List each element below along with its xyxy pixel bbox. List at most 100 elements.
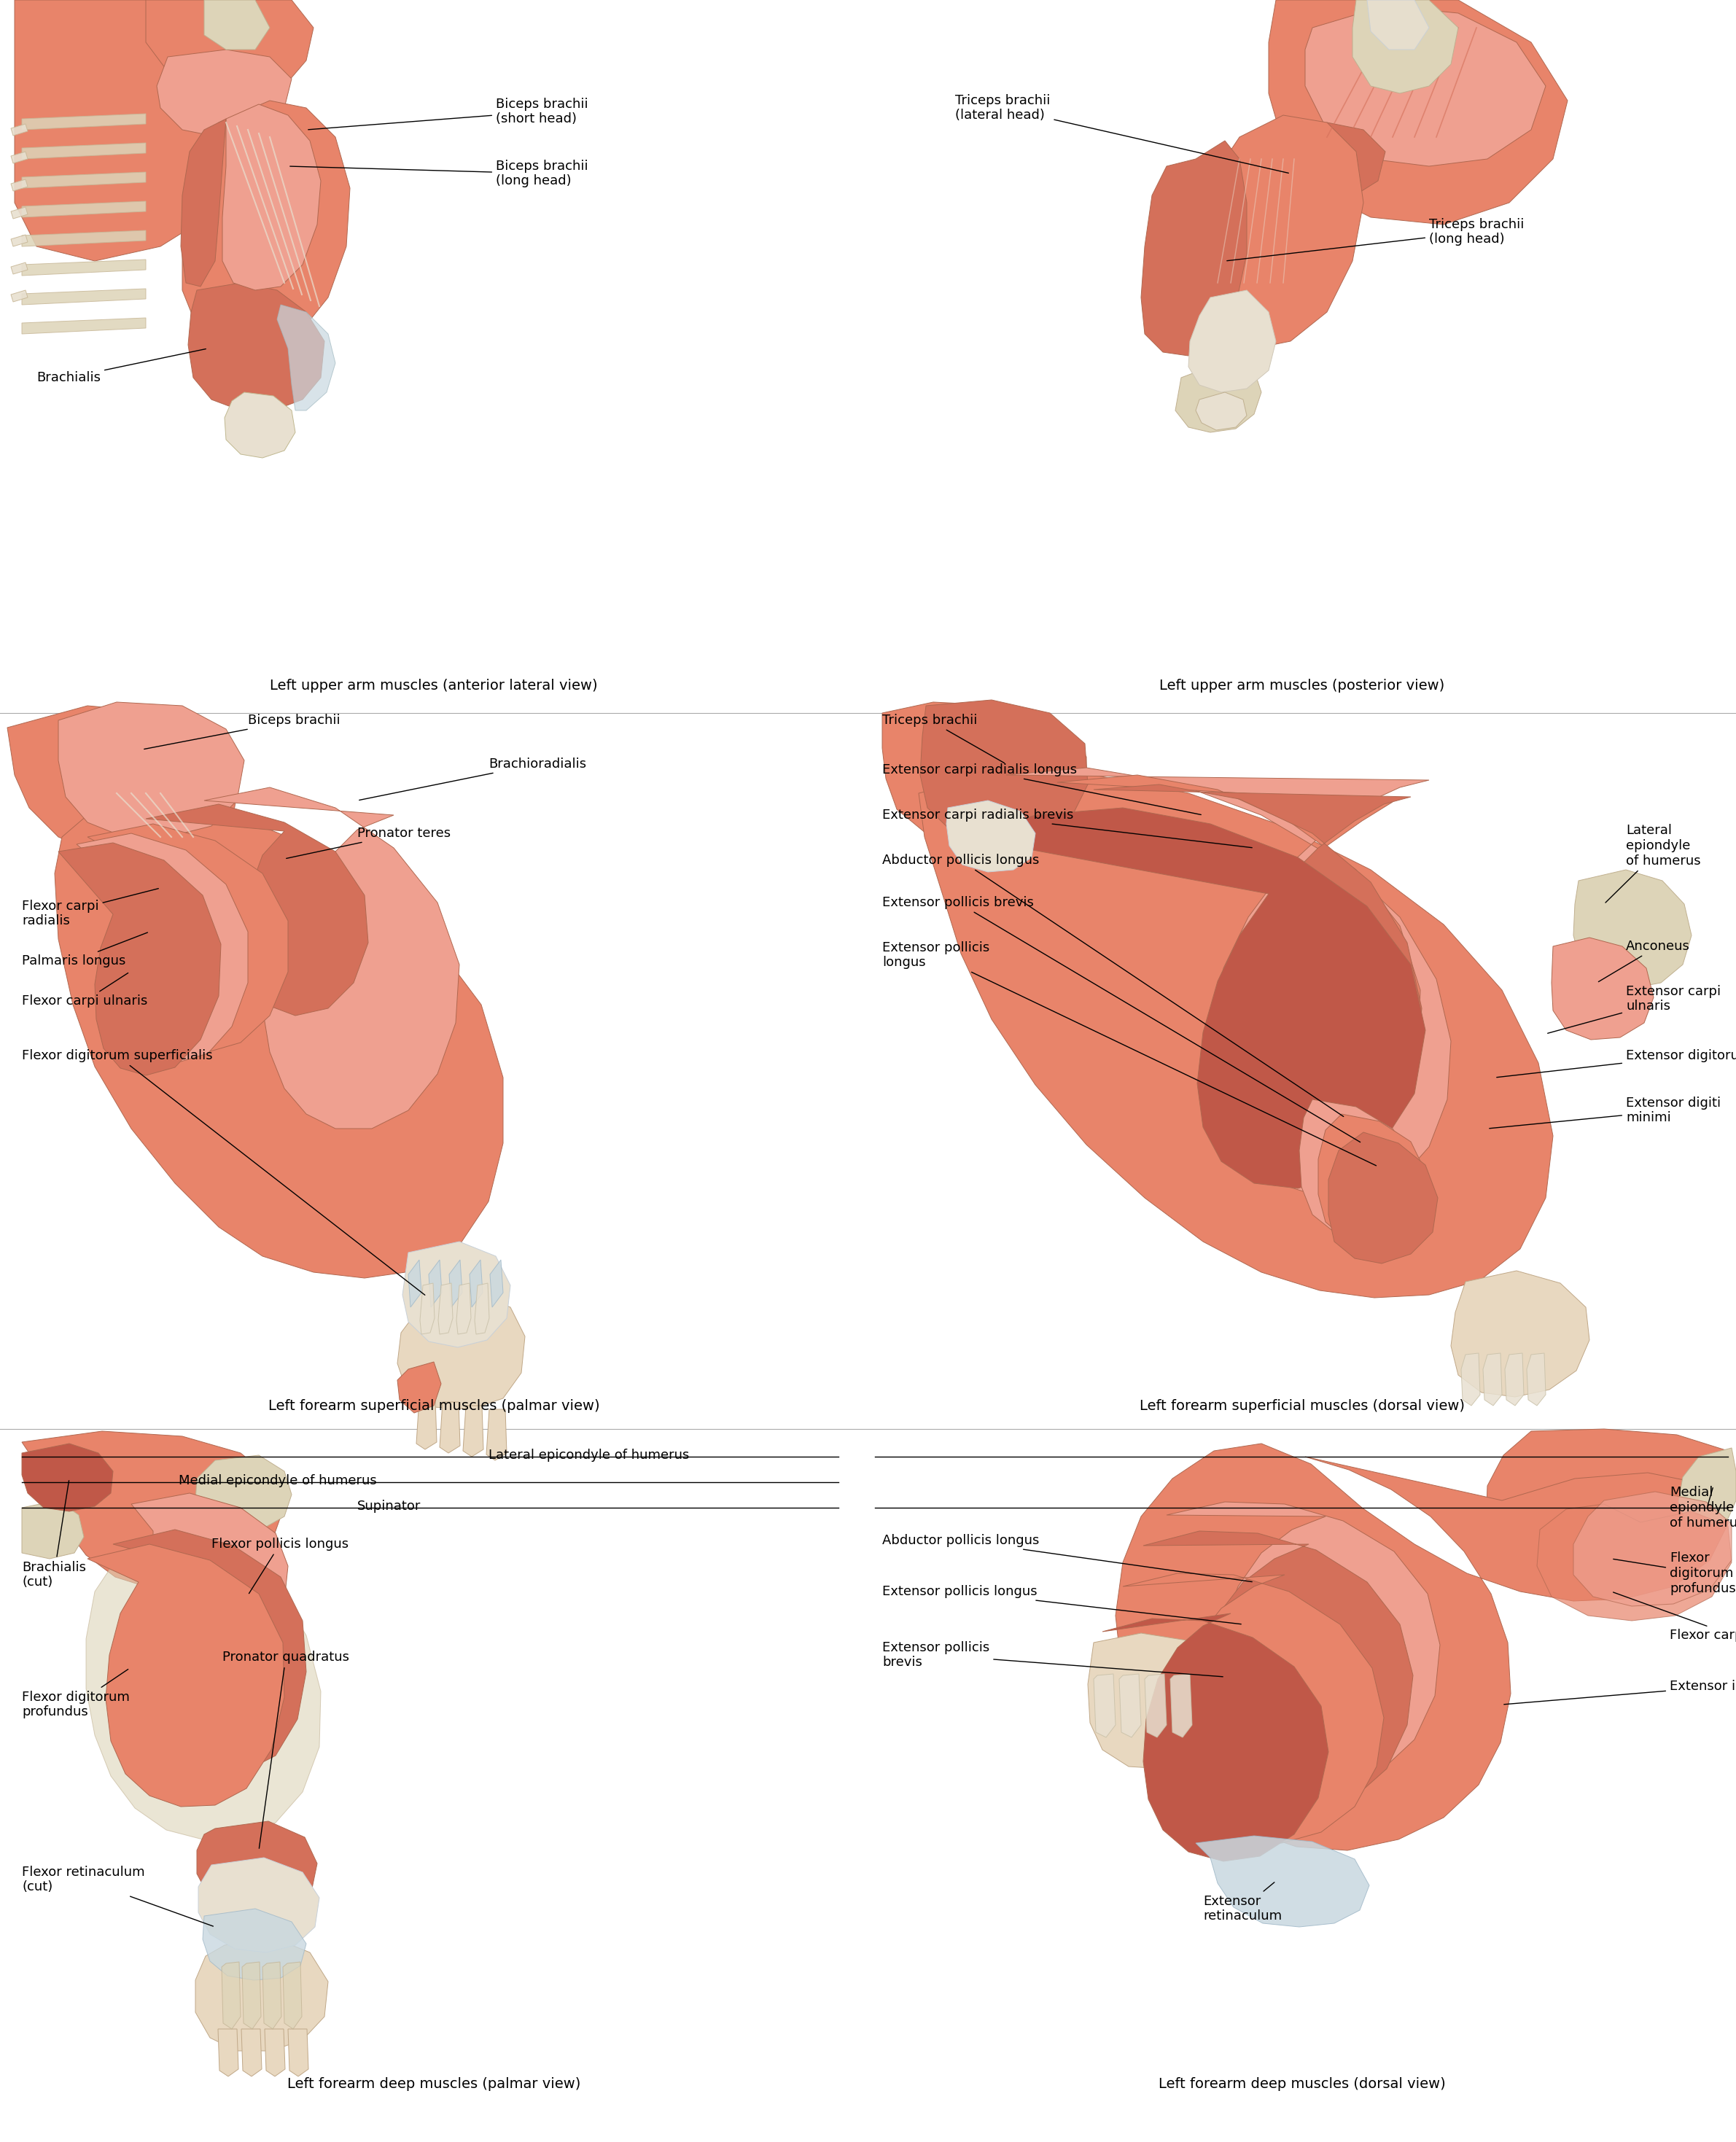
- Polygon shape: [262, 1962, 281, 2028]
- Text: Flexor digitorum superficialis: Flexor digitorum superficialis: [23, 1050, 425, 1296]
- Polygon shape: [920, 700, 1088, 840]
- Polygon shape: [23, 114, 146, 131]
- Polygon shape: [429, 1259, 443, 1307]
- Polygon shape: [23, 231, 146, 246]
- Polygon shape: [398, 1292, 524, 1409]
- Polygon shape: [1552, 938, 1654, 1039]
- Polygon shape: [417, 1399, 437, 1450]
- Polygon shape: [113, 1529, 306, 1774]
- Text: Flexor carpi ulnaris: Flexor carpi ulnaris: [23, 972, 148, 1007]
- Polygon shape: [1573, 870, 1691, 990]
- Polygon shape: [181, 118, 226, 287]
- Text: Flexor carpi
radialis: Flexor carpi radialis: [23, 889, 158, 927]
- Polygon shape: [469, 1259, 483, 1307]
- Polygon shape: [1120, 1673, 1141, 1737]
- Polygon shape: [23, 317, 146, 334]
- Polygon shape: [1094, 784, 1422, 1176]
- Polygon shape: [1170, 1673, 1193, 1737]
- Polygon shape: [1679, 1448, 1736, 1525]
- Polygon shape: [23, 289, 146, 304]
- Polygon shape: [457, 1283, 470, 1334]
- Polygon shape: [205, 788, 460, 1129]
- Polygon shape: [23, 1431, 281, 1589]
- Polygon shape: [23, 144, 146, 159]
- Polygon shape: [76, 833, 248, 1062]
- Text: Extensor pollicis
brevis: Extensor pollicis brevis: [882, 1641, 1222, 1677]
- Polygon shape: [23, 1499, 83, 1559]
- Polygon shape: [196, 1939, 328, 2050]
- Polygon shape: [1196, 1836, 1370, 1928]
- Polygon shape: [1366, 0, 1429, 49]
- Polygon shape: [278, 304, 335, 411]
- Polygon shape: [187, 283, 325, 411]
- Text: Supinator: Supinator: [358, 1499, 420, 1512]
- Polygon shape: [10, 208, 28, 218]
- Text: Flexor carpi ulnaris: Flexor carpi ulnaris: [1613, 1592, 1736, 1643]
- Polygon shape: [1328, 1133, 1437, 1264]
- Text: Pronator quadratus: Pronator quadratus: [222, 1651, 349, 1849]
- Polygon shape: [1141, 141, 1246, 356]
- Polygon shape: [1116, 1444, 1727, 1851]
- Polygon shape: [1573, 1491, 1731, 1606]
- Text: Left forearm deep muscles (dorsal view): Left forearm deep muscles (dorsal view): [1158, 2078, 1446, 2091]
- Polygon shape: [1462, 1354, 1481, 1405]
- Polygon shape: [1088, 1632, 1226, 1769]
- Text: Extensor pollicis brevis: Extensor pollicis brevis: [882, 895, 1361, 1142]
- Polygon shape: [1536, 1504, 1731, 1621]
- Text: Flexor pollicis longus: Flexor pollicis longus: [212, 1538, 349, 1594]
- Polygon shape: [464, 1405, 483, 1457]
- Polygon shape: [205, 0, 269, 49]
- Polygon shape: [219, 2028, 238, 2076]
- Text: Extensor carpi
ulnaris: Extensor carpi ulnaris: [1549, 985, 1720, 1032]
- Text: Biceps brachii
(long head): Biceps brachii (long head): [290, 159, 589, 188]
- Polygon shape: [23, 201, 146, 216]
- Polygon shape: [1007, 767, 1451, 1197]
- Polygon shape: [403, 1242, 510, 1347]
- Polygon shape: [962, 808, 1425, 1189]
- Polygon shape: [87, 1536, 321, 1840]
- Text: Triceps brachii: Triceps brachii: [882, 713, 1005, 763]
- Polygon shape: [59, 58, 175, 210]
- Polygon shape: [146, 803, 368, 1015]
- Text: Extensor
retinaculum: Extensor retinaculum: [1203, 1883, 1281, 1924]
- Polygon shape: [490, 1259, 503, 1307]
- Polygon shape: [222, 105, 321, 289]
- Polygon shape: [1451, 1270, 1590, 1397]
- Polygon shape: [222, 1962, 241, 2028]
- Polygon shape: [437, 1283, 453, 1334]
- Polygon shape: [1483, 1354, 1502, 1405]
- Polygon shape: [420, 1283, 434, 1334]
- Polygon shape: [14, 0, 255, 261]
- Polygon shape: [1123, 1574, 1384, 1842]
- Polygon shape: [264, 2028, 285, 2076]
- Text: Brachialis: Brachialis: [36, 349, 207, 383]
- Polygon shape: [1299, 1099, 1415, 1236]
- Text: Left upper arm muscles (anterior lateral view): Left upper arm muscles (anterior lateral…: [269, 679, 597, 692]
- Text: Extensor pollicis
longus: Extensor pollicis longus: [882, 940, 1377, 1165]
- Polygon shape: [1094, 1673, 1116, 1737]
- Text: Extensor indicis: Extensor indicis: [1503, 1679, 1736, 1705]
- Polygon shape: [59, 703, 245, 838]
- Polygon shape: [918, 771, 1554, 1298]
- Text: Biceps brachii: Biceps brachii: [144, 713, 340, 750]
- Polygon shape: [408, 1259, 422, 1307]
- Polygon shape: [486, 1409, 507, 1461]
- Text: Extensor carpi radialis longus: Extensor carpi radialis longus: [882, 763, 1201, 814]
- Polygon shape: [241, 1962, 260, 2028]
- Text: Left forearm superficial muscles (dorsal view): Left forearm superficial muscles (dorsal…: [1139, 1399, 1465, 1412]
- Polygon shape: [203, 1909, 306, 1979]
- Polygon shape: [182, 101, 351, 349]
- Polygon shape: [156, 49, 292, 137]
- Polygon shape: [10, 263, 28, 274]
- Polygon shape: [10, 152, 28, 163]
- Polygon shape: [132, 1493, 288, 1634]
- Polygon shape: [1318, 1114, 1427, 1245]
- Polygon shape: [23, 171, 146, 188]
- Polygon shape: [10, 180, 28, 191]
- Polygon shape: [1210, 116, 1363, 349]
- Polygon shape: [1175, 364, 1262, 433]
- Polygon shape: [1269, 0, 1568, 225]
- Polygon shape: [1486, 1429, 1731, 1581]
- Polygon shape: [1167, 1502, 1439, 1784]
- Text: Flexor
digitorum
profundus: Flexor digitorum profundus: [1613, 1551, 1736, 1596]
